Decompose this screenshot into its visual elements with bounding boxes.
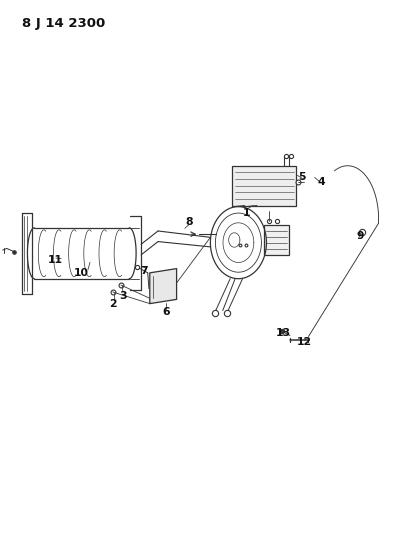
Bar [264, 224, 289, 255]
Text: 4: 4 [317, 176, 325, 187]
Text: 5: 5 [298, 172, 306, 182]
Text: 6: 6 [162, 306, 170, 317]
Polygon shape [150, 269, 177, 304]
Text: 8: 8 [185, 217, 193, 228]
Text: 7: 7 [140, 266, 147, 276]
Text: 13: 13 [276, 328, 291, 338]
Text: 11: 11 [47, 255, 63, 265]
Text: 2: 2 [109, 298, 117, 309]
Text: 1: 1 [243, 208, 250, 219]
Bar [232, 166, 296, 206]
Text: 8 J 14 2300: 8 J 14 2300 [22, 17, 105, 30]
Text: 10: 10 [74, 268, 89, 278]
Text: 3: 3 [119, 290, 127, 301]
Text: 12: 12 [297, 337, 312, 347]
Text: 9: 9 [356, 231, 364, 241]
